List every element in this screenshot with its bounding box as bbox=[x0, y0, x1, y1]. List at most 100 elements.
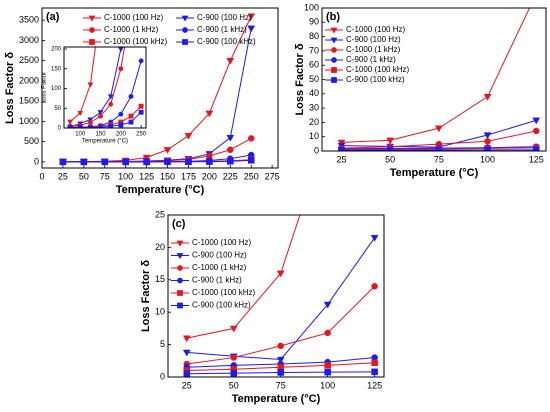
marker bbox=[87, 117, 94, 123]
x-tick-label: 100 bbox=[75, 132, 86, 138]
legend-marker bbox=[89, 39, 95, 45]
legend-label: C-1000 (100 Hz) bbox=[192, 238, 251, 247]
x-tick-label: 150 bbox=[160, 171, 175, 181]
marker bbox=[247, 135, 255, 142]
marker bbox=[164, 158, 171, 166]
marker bbox=[184, 132, 193, 140]
legend-label: C-1000 (1 kHz) bbox=[192, 263, 247, 272]
legend-label: C-1000 (100 Hz) bbox=[104, 13, 163, 22]
legend-label: C-1000 (100 kHz) bbox=[104, 37, 167, 46]
marker bbox=[323, 301, 332, 309]
y-tick-label: 50 bbox=[309, 74, 319, 84]
marker bbox=[118, 122, 124, 128]
marker bbox=[128, 119, 134, 125]
plot-area bbox=[59, 13, 256, 166]
x-tick-label: 125 bbox=[139, 171, 154, 181]
marker bbox=[435, 146, 443, 151]
y-tick-label: 50 bbox=[54, 106, 61, 112]
legend-marker bbox=[331, 47, 337, 53]
marker bbox=[247, 25, 256, 33]
marker bbox=[80, 158, 88, 166]
plot-frame bbox=[321, 7, 547, 152]
x-tick-label: 75 bbox=[434, 154, 444, 164]
marker bbox=[371, 368, 378, 376]
legend-marker bbox=[176, 240, 184, 247]
marker bbox=[277, 342, 284, 350]
marker bbox=[182, 349, 191, 357]
x-tick-label: 200 bbox=[116, 132, 127, 138]
marker bbox=[138, 58, 144, 64]
x-axis-label: Temperature (°C) bbox=[390, 167, 479, 179]
legend-marker bbox=[331, 67, 337, 73]
legend-label: C-1000 (100 Hz) bbox=[346, 25, 405, 34]
legend-label: C-900 (1 kHz) bbox=[197, 25, 247, 34]
plot-frame bbox=[41, 7, 279, 169]
y-tick-label: 2000 bbox=[19, 75, 39, 85]
marker bbox=[142, 154, 151, 162]
y-tick-label: 5 bbox=[160, 339, 165, 349]
y-tick-label: 2500 bbox=[19, 55, 39, 65]
x-tick-label: 275 bbox=[265, 171, 280, 181]
marker bbox=[324, 362, 331, 369]
legend-label: C-900 (1 kHz) bbox=[346, 55, 396, 64]
x-tick-label: 150 bbox=[96, 132, 107, 138]
marker bbox=[128, 93, 134, 99]
y-tick-label: 100 bbox=[51, 86, 62, 92]
legend-marker bbox=[176, 253, 184, 260]
marker bbox=[230, 369, 237, 377]
y-tick-label: 80 bbox=[309, 31, 319, 41]
marker bbox=[163, 147, 172, 154]
legend-label: C-900 (1 kHz) bbox=[192, 276, 242, 285]
marker bbox=[87, 82, 94, 88]
marker bbox=[484, 146, 491, 151]
y-tick-label: 25 bbox=[155, 209, 165, 219]
marker bbox=[185, 158, 192, 166]
x-tick-label: 50 bbox=[229, 380, 239, 390]
marker bbox=[205, 110, 214, 118]
marker bbox=[77, 110, 84, 117]
marker bbox=[324, 128, 331, 134]
marker bbox=[276, 356, 285, 364]
marker bbox=[182, 335, 191, 343]
y-tick-label: 40 bbox=[309, 88, 319, 98]
marker bbox=[87, 120, 93, 125]
marker bbox=[247, 13, 256, 21]
marker bbox=[533, 127, 540, 135]
y-tick-label: 500 bbox=[24, 136, 39, 146]
x-tick-label: 250 bbox=[244, 171, 259, 181]
x-axis-label: Temperature (°C) bbox=[82, 139, 128, 145]
legend-label: C-1000 (1 kHz) bbox=[104, 25, 159, 34]
y-tick-label: 100 bbox=[304, 2, 319, 12]
marker bbox=[371, 359, 378, 366]
marker bbox=[122, 158, 129, 166]
y-tick-label: 0 bbox=[58, 126, 62, 132]
marker bbox=[247, 157, 255, 164]
legend-label: C-1000 (100 kHz) bbox=[192, 288, 255, 297]
series-line bbox=[186, 285, 375, 365]
x-tick-label: 25 bbox=[182, 380, 192, 390]
marker bbox=[143, 158, 150, 166]
y-tick-label: 0 bbox=[314, 145, 319, 155]
marker bbox=[183, 370, 191, 377]
x-tick-label: 125 bbox=[529, 154, 544, 164]
marker bbox=[483, 132, 492, 140]
y-tick-label: 30 bbox=[309, 102, 319, 112]
marker bbox=[118, 111, 124, 117]
legend-label: C-900 (100 kHz) bbox=[346, 75, 405, 84]
y-tick-label: 20 bbox=[309, 117, 319, 127]
legend-label: C-900 (100 Hz) bbox=[197, 13, 252, 22]
marker bbox=[227, 158, 234, 165]
marker bbox=[276, 270, 285, 278]
y-tick-label: 70 bbox=[309, 45, 319, 55]
y-axis-label: Loss Factor δ bbox=[294, 43, 306, 115]
legend-label: C-900 (100 kHz) bbox=[192, 301, 251, 310]
marker bbox=[101, 158, 109, 166]
plot-frame bbox=[167, 214, 385, 378]
marker bbox=[338, 147, 345, 151]
x-tick-label: 75 bbox=[276, 380, 286, 390]
marker bbox=[98, 124, 103, 128]
y-tick-label: 10 bbox=[155, 307, 165, 317]
marker bbox=[386, 137, 395, 145]
legend-marker bbox=[88, 15, 96, 22]
